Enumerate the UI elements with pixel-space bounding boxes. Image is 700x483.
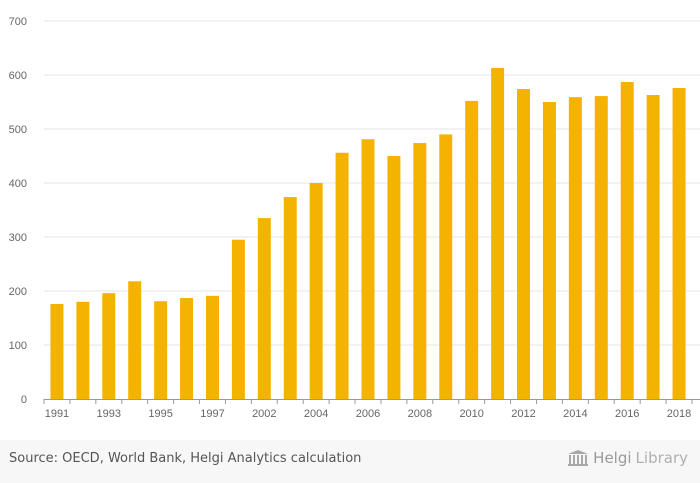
y-tick-label: 300 [9, 232, 27, 244]
bar-2012 [517, 89, 531, 399]
bar-2006 [361, 139, 375, 399]
bar-1992 [76, 301, 90, 399]
bar-1995 [154, 301, 168, 399]
bar-1997 [205, 295, 219, 399]
bar-2015 [594, 96, 608, 399]
y-tick-label: 400 [9, 178, 27, 190]
y-tick-label: 200 [9, 286, 27, 298]
bar-2008 [413, 143, 427, 399]
x-tick-label: 2014 [563, 408, 587, 420]
bar-2005 [335, 152, 349, 399]
x-tick-label: 2004 [304, 408, 328, 420]
y-axis-ticks: 0 100 200 300 400 500 600 700 [9, 16, 27, 406]
bar-2017 [646, 94, 660, 399]
bar-1998 [231, 239, 245, 399]
brand-main: Helgi [593, 449, 632, 467]
x-tick-label: 2018 [667, 408, 691, 420]
bar-2004 [309, 183, 323, 399]
source-note: Source: OECD, World Bank, Helgi Analytic… [9, 451, 362, 466]
bar-2014 [568, 97, 582, 399]
bar-2002 [257, 218, 271, 399]
bar-chart: 0 100 200 300 400 500 600 700 1991 1993 1995 1997 2… [9, 16, 700, 420]
y-tick-label: 500 [9, 124, 27, 136]
bar-1991 [50, 303, 64, 399]
y-tick-label: 700 [9, 16, 27, 28]
bar-1994 [128, 281, 142, 399]
x-tick-label: 2010 [459, 408, 483, 420]
bar-2016 [620, 82, 634, 400]
helgi-library-logo: Helgi Library [567, 449, 688, 467]
bar-2003 [283, 197, 297, 399]
library-building-icon [568, 450, 589, 466]
bar-2009 [439, 134, 453, 399]
x-tick-label: 1991 [45, 408, 69, 420]
x-tick-label: 2006 [356, 408, 380, 420]
y-tick-label: 100 [9, 340, 27, 352]
x-tick-label: 2012 [511, 408, 535, 420]
bar-2011 [491, 67, 505, 399]
brand-sub: Library [635, 449, 688, 467]
bar-1996 [180, 298, 194, 399]
x-tick-label: 1997 [200, 408, 224, 420]
bar-2007 [387, 156, 401, 399]
y-tick-label: 0 [21, 394, 27, 406]
x-tick-label: 1993 [97, 408, 121, 420]
bar-series [50, 67, 686, 400]
bar-2018 [672, 87, 686, 400]
x-tick-label: 2016 [615, 408, 639, 420]
bar-1993 [102, 293, 116, 399]
bar-2013 [542, 102, 556, 399]
x-tick-label: 2008 [408, 408, 432, 420]
x-tick-label: 1995 [148, 408, 172, 420]
x-tick-label: 2002 [252, 408, 276, 420]
x-axis-ticks: 1991 1993 1995 1997 2002 2004 2006 2008 2010 2012… [43, 399, 693, 420]
y-tick-label: 600 [9, 70, 27, 82]
chart-footer: Source: OECD, World Bank, Helgi Analytic… [0, 440, 700, 483]
bar-2010 [465, 100, 479, 400]
